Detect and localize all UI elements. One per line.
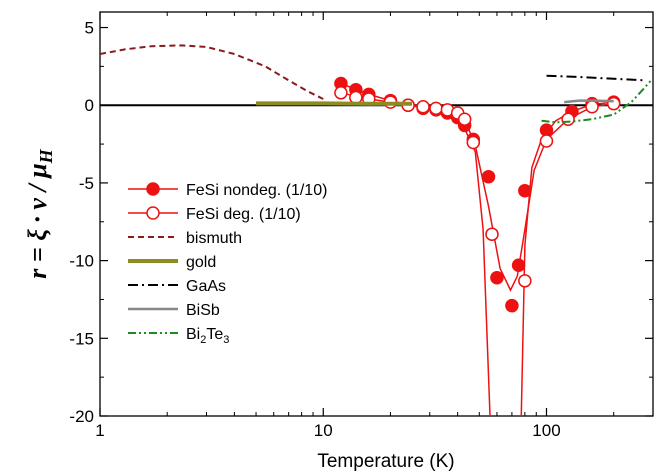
legend-4-label: GaAs xyxy=(186,278,226,295)
x-tick-label: 100 xyxy=(532,421,560,440)
series-group xyxy=(100,44,653,416)
legend: FeSi nondeg. (1/10) FeSi deg. (1/10) bismu… xyxy=(128,182,327,346)
series-1-marker xyxy=(585,100,599,114)
x-axis-title: Temperature (K) xyxy=(317,451,454,472)
series-1-marker xyxy=(518,274,532,288)
series-1-marker xyxy=(606,96,621,111)
series-1-marker xyxy=(429,101,443,116)
x-tick-label: 1 xyxy=(95,421,104,440)
y-tick-label: -15 xyxy=(69,329,94,348)
y-tick-label: 5 xyxy=(85,19,94,38)
y-tick-label: -20 xyxy=(69,407,94,426)
series-5-line xyxy=(564,99,614,104)
x-tick-label: 10 xyxy=(314,421,333,440)
y-axis-title: r = ξ · ν / μH xyxy=(23,148,56,278)
series-1-marker xyxy=(334,86,348,100)
legend-5-label: BiSb xyxy=(186,302,220,319)
series-0-marker xyxy=(505,298,519,313)
series-4-line xyxy=(546,74,647,82)
legend-1-marker xyxy=(146,206,160,220)
series-0-curve xyxy=(520,101,614,416)
y-tick-label: 0 xyxy=(85,96,94,115)
series-0-curve xyxy=(340,82,491,416)
series-1-marker xyxy=(539,134,554,148)
series-0-marker xyxy=(518,183,532,198)
series-1-marker xyxy=(485,227,499,241)
legend-1-label: FeSi deg. (1/10) xyxy=(186,206,301,223)
legend-6-label: Bi2Te3 xyxy=(186,326,229,346)
series-1-marker xyxy=(561,112,575,126)
series-0-marker xyxy=(481,169,496,184)
series-0-marker xyxy=(490,270,504,285)
y-tick-label: -5 xyxy=(79,174,94,193)
plot-frame xyxy=(99,11,654,417)
legend-0-marker xyxy=(146,182,160,196)
legend-3-label: gold xyxy=(186,254,216,271)
series-1-marker xyxy=(466,135,481,150)
series-2-line xyxy=(100,44,324,100)
series-1-marker xyxy=(416,100,430,114)
y-tick-label: -10 xyxy=(69,252,94,271)
axis-ticks: 1 10 100 5 0 -5 -10 -15 -20 xyxy=(69,12,654,440)
series-1-marker xyxy=(457,112,472,126)
legend-0-label: FeSi nondeg. (1/10) xyxy=(186,182,327,199)
legend-2-label: bismuth xyxy=(186,230,242,247)
